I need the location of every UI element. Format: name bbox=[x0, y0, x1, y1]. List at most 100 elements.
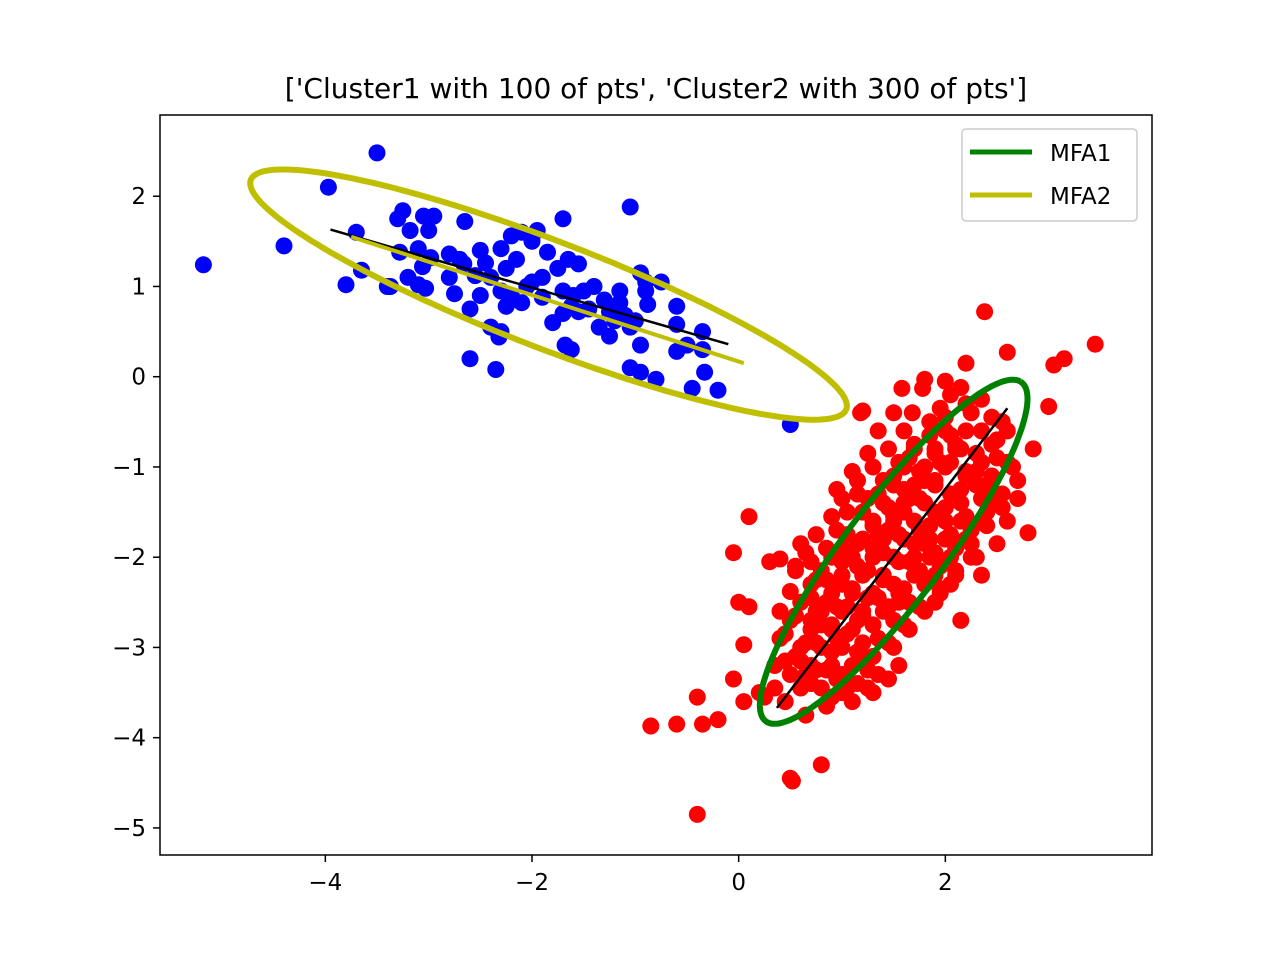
cluster1-point bbox=[477, 254, 494, 272]
cluster1-point bbox=[508, 250, 525, 268]
cluster2-point bbox=[854, 607, 872, 625]
mfa2-ellipse bbox=[247, 166, 850, 423]
cluster1-point bbox=[401, 222, 419, 239]
cluster1-point bbox=[709, 381, 727, 399]
cluster2-point bbox=[957, 422, 975, 440]
cluster2-point bbox=[936, 499, 954, 517]
cluster2-point bbox=[931, 584, 949, 602]
cluster2-point bbox=[859, 444, 877, 462]
cluster1-point bbox=[461, 300, 479, 318]
cluster1-point bbox=[668, 297, 686, 315]
cluster2-point bbox=[967, 463, 985, 480]
cluster2-point bbox=[976, 303, 994, 321]
cluster1-point bbox=[639, 296, 657, 313]
cluster1-point bbox=[425, 207, 443, 225]
cluster2-point bbox=[735, 636, 753, 654]
cluster2-point bbox=[849, 643, 866, 661]
mfa2-axis-line bbox=[350, 234, 745, 366]
cluster2-point bbox=[900, 620, 918, 638]
x-tick-label: −2 bbox=[515, 870, 549, 896]
cluster2-point bbox=[926, 444, 944, 462]
plot-area bbox=[194, 144, 1104, 823]
cluster2-point bbox=[905, 566, 923, 584]
cluster2-point bbox=[843, 463, 861, 480]
cluster1-point bbox=[461, 350, 479, 368]
cluster2-point bbox=[885, 638, 903, 656]
cluster2-point bbox=[1086, 335, 1104, 353]
cluster2-point bbox=[818, 661, 835, 679]
cluster2-point bbox=[1045, 356, 1063, 374]
x-tick-label: −4 bbox=[308, 870, 342, 896]
cluster2-point bbox=[914, 379, 932, 397]
cluster1-point bbox=[554, 210, 572, 228]
cluster2-point bbox=[833, 575, 851, 593]
legend-label-mfa1: MFA1 bbox=[1050, 141, 1111, 167]
cluster2-point bbox=[1040, 398, 1058, 415]
cluster1-point bbox=[471, 287, 489, 304]
cluster2-point bbox=[916, 602, 934, 620]
cluster1-point bbox=[585, 278, 603, 295]
cluster2-point bbox=[864, 684, 882, 702]
cluster2-point bbox=[823, 643, 841, 661]
cluster2-point bbox=[783, 772, 801, 790]
cluster1-point bbox=[637, 282, 655, 300]
cluster2-point bbox=[936, 530, 954, 548]
cluster1-point bbox=[611, 282, 629, 300]
cluster2-point bbox=[973, 566, 990, 584]
cluster2-point bbox=[880, 499, 897, 517]
cluster2-point bbox=[967, 476, 985, 494]
cluster1-point bbox=[319, 178, 337, 196]
cluster2-point bbox=[952, 512, 970, 530]
cluster2-point bbox=[802, 553, 820, 571]
cluster2-point bbox=[740, 598, 758, 616]
cluster2-point bbox=[668, 715, 686, 733]
cluster2-point bbox=[688, 805, 706, 823]
y-tick-label: 1 bbox=[131, 274, 146, 300]
cluster2-point bbox=[936, 372, 954, 390]
cluster1-point bbox=[420, 222, 438, 239]
cluster2-point bbox=[1009, 472, 1027, 489]
principal-axis-line-2 bbox=[775, 407, 1009, 709]
cluster2-point bbox=[843, 693, 861, 711]
cluster1-point bbox=[590, 318, 608, 336]
cluster2-point bbox=[802, 611, 820, 629]
cluster1-point bbox=[621, 198, 639, 216]
cluster1-point bbox=[544, 314, 562, 332]
cluster1-point bbox=[570, 255, 587, 273]
cluster2-point bbox=[792, 652, 810, 670]
cluster2-point bbox=[1009, 490, 1027, 507]
cluster1-point bbox=[368, 144, 386, 162]
cluster1-point bbox=[696, 363, 714, 381]
cluster2-point bbox=[895, 422, 913, 440]
cluster2-point bbox=[1019, 524, 1037, 542]
cluster2-point bbox=[849, 557, 866, 575]
cluster2-point bbox=[776, 693, 794, 711]
cluster2-point bbox=[942, 386, 959, 404]
cluster2-point bbox=[694, 715, 711, 733]
cluster2-point bbox=[988, 494, 1006, 512]
cluster1-point bbox=[399, 268, 417, 286]
cluster2-point bbox=[921, 517, 939, 535]
cluster2-point bbox=[864, 458, 882, 476]
principal-axis-line-1 bbox=[330, 228, 729, 346]
cluster2-point bbox=[781, 583, 799, 600]
cluster1-point bbox=[194, 256, 212, 274]
legend-label-mfa2: MFA2 bbox=[1050, 184, 1111, 210]
cluster2-point bbox=[818, 593, 835, 611]
cluster2-point bbox=[903, 404, 921, 422]
y-tick-label: −2 bbox=[112, 545, 146, 571]
cluster2-point bbox=[993, 413, 1011, 431]
cluster2-point bbox=[807, 526, 825, 544]
chart-title: ['Cluster1 with 100 of pts', 'Cluster2 w… bbox=[285, 72, 1027, 105]
cluster1-point bbox=[446, 285, 463, 303]
cluster2-point bbox=[957, 354, 975, 372]
cluster2-point bbox=[688, 688, 706, 706]
cluster2-point bbox=[828, 481, 846, 498]
cluster1-point bbox=[337, 276, 355, 294]
cluster2-point bbox=[828, 521, 846, 539]
cluster2-point bbox=[890, 657, 908, 674]
cluster2-point bbox=[942, 426, 959, 444]
cluster2-point bbox=[838, 625, 856, 643]
cluster1-point bbox=[632, 336, 649, 354]
